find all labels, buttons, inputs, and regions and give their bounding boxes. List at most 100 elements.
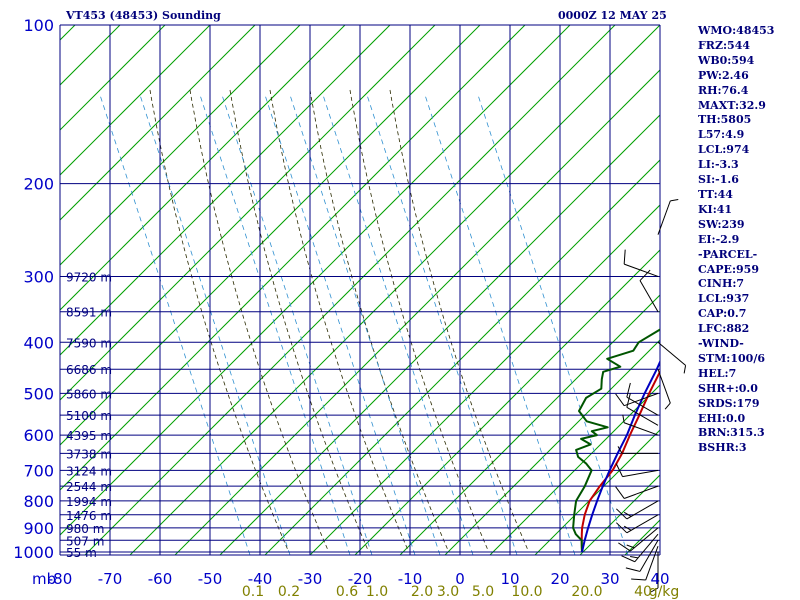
- barb-feather: [625, 567, 641, 572]
- dry-adiabat: [309, 204, 660, 555]
- stat-item: SW:239: [698, 217, 745, 231]
- height-label: 3124 m: [66, 464, 112, 478]
- dry-adiabat: [354, 249, 660, 555]
- mixing-ratio-label: 10.0: [511, 584, 542, 600]
- stat-item: FRZ:544: [698, 38, 751, 52]
- barb-feather: [616, 522, 628, 534]
- dewpoint-line: [572, 310, 660, 553]
- dry-adiabat: [264, 159, 660, 555]
- barb-staff: [622, 469, 659, 478]
- height-label: 7590 m: [66, 336, 112, 350]
- stat-item: EI:-2.9: [698, 232, 740, 246]
- height-label: 8591 m: [66, 306, 112, 320]
- barb-feather: [626, 544, 635, 549]
- wind-barb: [615, 485, 659, 499]
- barb-staff: [657, 341, 686, 366]
- temperature-tick-label: 30: [600, 570, 619, 588]
- stat-item: WMO:48453: [698, 24, 775, 37]
- dry-adiabat: [129, 25, 660, 555]
- barb-staff: [639, 280, 659, 312]
- pressure-tick-label: 600: [23, 426, 54, 445]
- barb-feather: [616, 508, 628, 520]
- wind-barb: [615, 392, 659, 407]
- barb-feather: [626, 382, 631, 398]
- barb-feather: [621, 555, 636, 563]
- stat-item: SRDS:179: [698, 396, 760, 410]
- mixing-ratio-label: 0.1: [242, 584, 264, 600]
- wind-barb: [621, 533, 659, 563]
- barb-staff: [626, 514, 659, 534]
- stat-item: EHI:0.0: [698, 411, 746, 425]
- dry-adiabat: [174, 69, 660, 555]
- height-label: 1994 m: [66, 495, 112, 509]
- stat-item: BSHR:3: [698, 441, 747, 455]
- wind-barb: [616, 514, 659, 534]
- stat-item: BRN:315.3: [698, 426, 765, 440]
- barb-feather: [615, 463, 623, 477]
- stat-item: LI:-3.3: [698, 158, 739, 172]
- mixing-ratio-label: 20.0: [571, 584, 602, 600]
- barb-staff: [624, 392, 659, 407]
- height-label: 2544 m: [66, 480, 112, 494]
- moist-adiabat: [389, 89, 529, 551]
- pressure-axis-label: mb: [32, 570, 56, 588]
- dry-adiabat: [84, 25, 616, 555]
- stat-item: LCL:937: [698, 292, 750, 306]
- barb-staff: [624, 263, 659, 277]
- temperature-tick-label: 40: [650, 570, 669, 588]
- stat-item: CINH:7: [698, 277, 745, 291]
- wind-barb: [618, 527, 659, 552]
- pressure-tick-label: 100: [23, 16, 54, 35]
- stat-item: HEL:7: [698, 366, 737, 380]
- barb-feather: [683, 365, 687, 374]
- dry-adiabat: [60, 25, 166, 131]
- barb-staff: [634, 533, 659, 563]
- pressure-tick-label: 800: [23, 492, 54, 511]
- height-label: 5100 m: [66, 409, 112, 423]
- barb-staff: [657, 369, 671, 404]
- wind-barb: [626, 382, 659, 416]
- pressure-tick-label: 1000: [13, 543, 54, 562]
- temperature-tick-label: -10: [398, 570, 423, 588]
- wind-barb: [623, 249, 659, 277]
- moist-adiabat: [349, 89, 489, 551]
- barb-staff: [657, 200, 671, 235]
- stat-item: LCL:974: [698, 143, 750, 157]
- stat-item: WB0:594: [698, 53, 755, 67]
- barb-staff: [626, 500, 659, 520]
- moist-adiabat: [189, 89, 329, 551]
- height-label: 3738 m: [66, 447, 112, 461]
- moist-adiabat: [229, 89, 369, 551]
- pressure-tick-label: 900: [23, 519, 54, 538]
- barb-feather: [639, 269, 651, 281]
- barb-feather: [670, 199, 679, 202]
- mixing-ratio-label: g/kg: [649, 584, 680, 600]
- stat-item: CAPE:959: [698, 262, 759, 276]
- barb-feather: [622, 414, 625, 423]
- wind-barb: [616, 500, 659, 520]
- barb-feather: [615, 393, 625, 406]
- dry-adiabat: [60, 25, 436, 401]
- height-label: 55 m: [66, 546, 97, 560]
- sounding-time: 0000Z 12 MAY 25: [558, 9, 667, 22]
- mixing-ratio-label: 2.0: [411, 584, 433, 600]
- grid: [59, 24, 661, 556]
- stat-item: -PARCEL-: [698, 247, 758, 261]
- barb-feather: [615, 486, 625, 499]
- mixing-ratio-label: 0.6: [336, 584, 358, 600]
- barb-feather: [623, 249, 626, 265]
- mixing-ratio-label: 5.0: [472, 584, 494, 600]
- moist-adiabats: [149, 89, 529, 551]
- temperature-tick-label: -40: [248, 570, 273, 588]
- barb-feather: [623, 525, 632, 531]
- wind-barbs: [615, 199, 687, 593]
- temperature-tick-label: 20: [550, 570, 569, 588]
- temperature-tick-label: -30: [298, 570, 323, 588]
- dry-adiabat: [60, 25, 211, 176]
- moist-adiabat: [149, 89, 289, 551]
- height-label: 5860 m: [66, 387, 112, 401]
- temperature-tick-label: -50: [198, 570, 223, 588]
- pressure-tick-label: 700: [23, 461, 54, 480]
